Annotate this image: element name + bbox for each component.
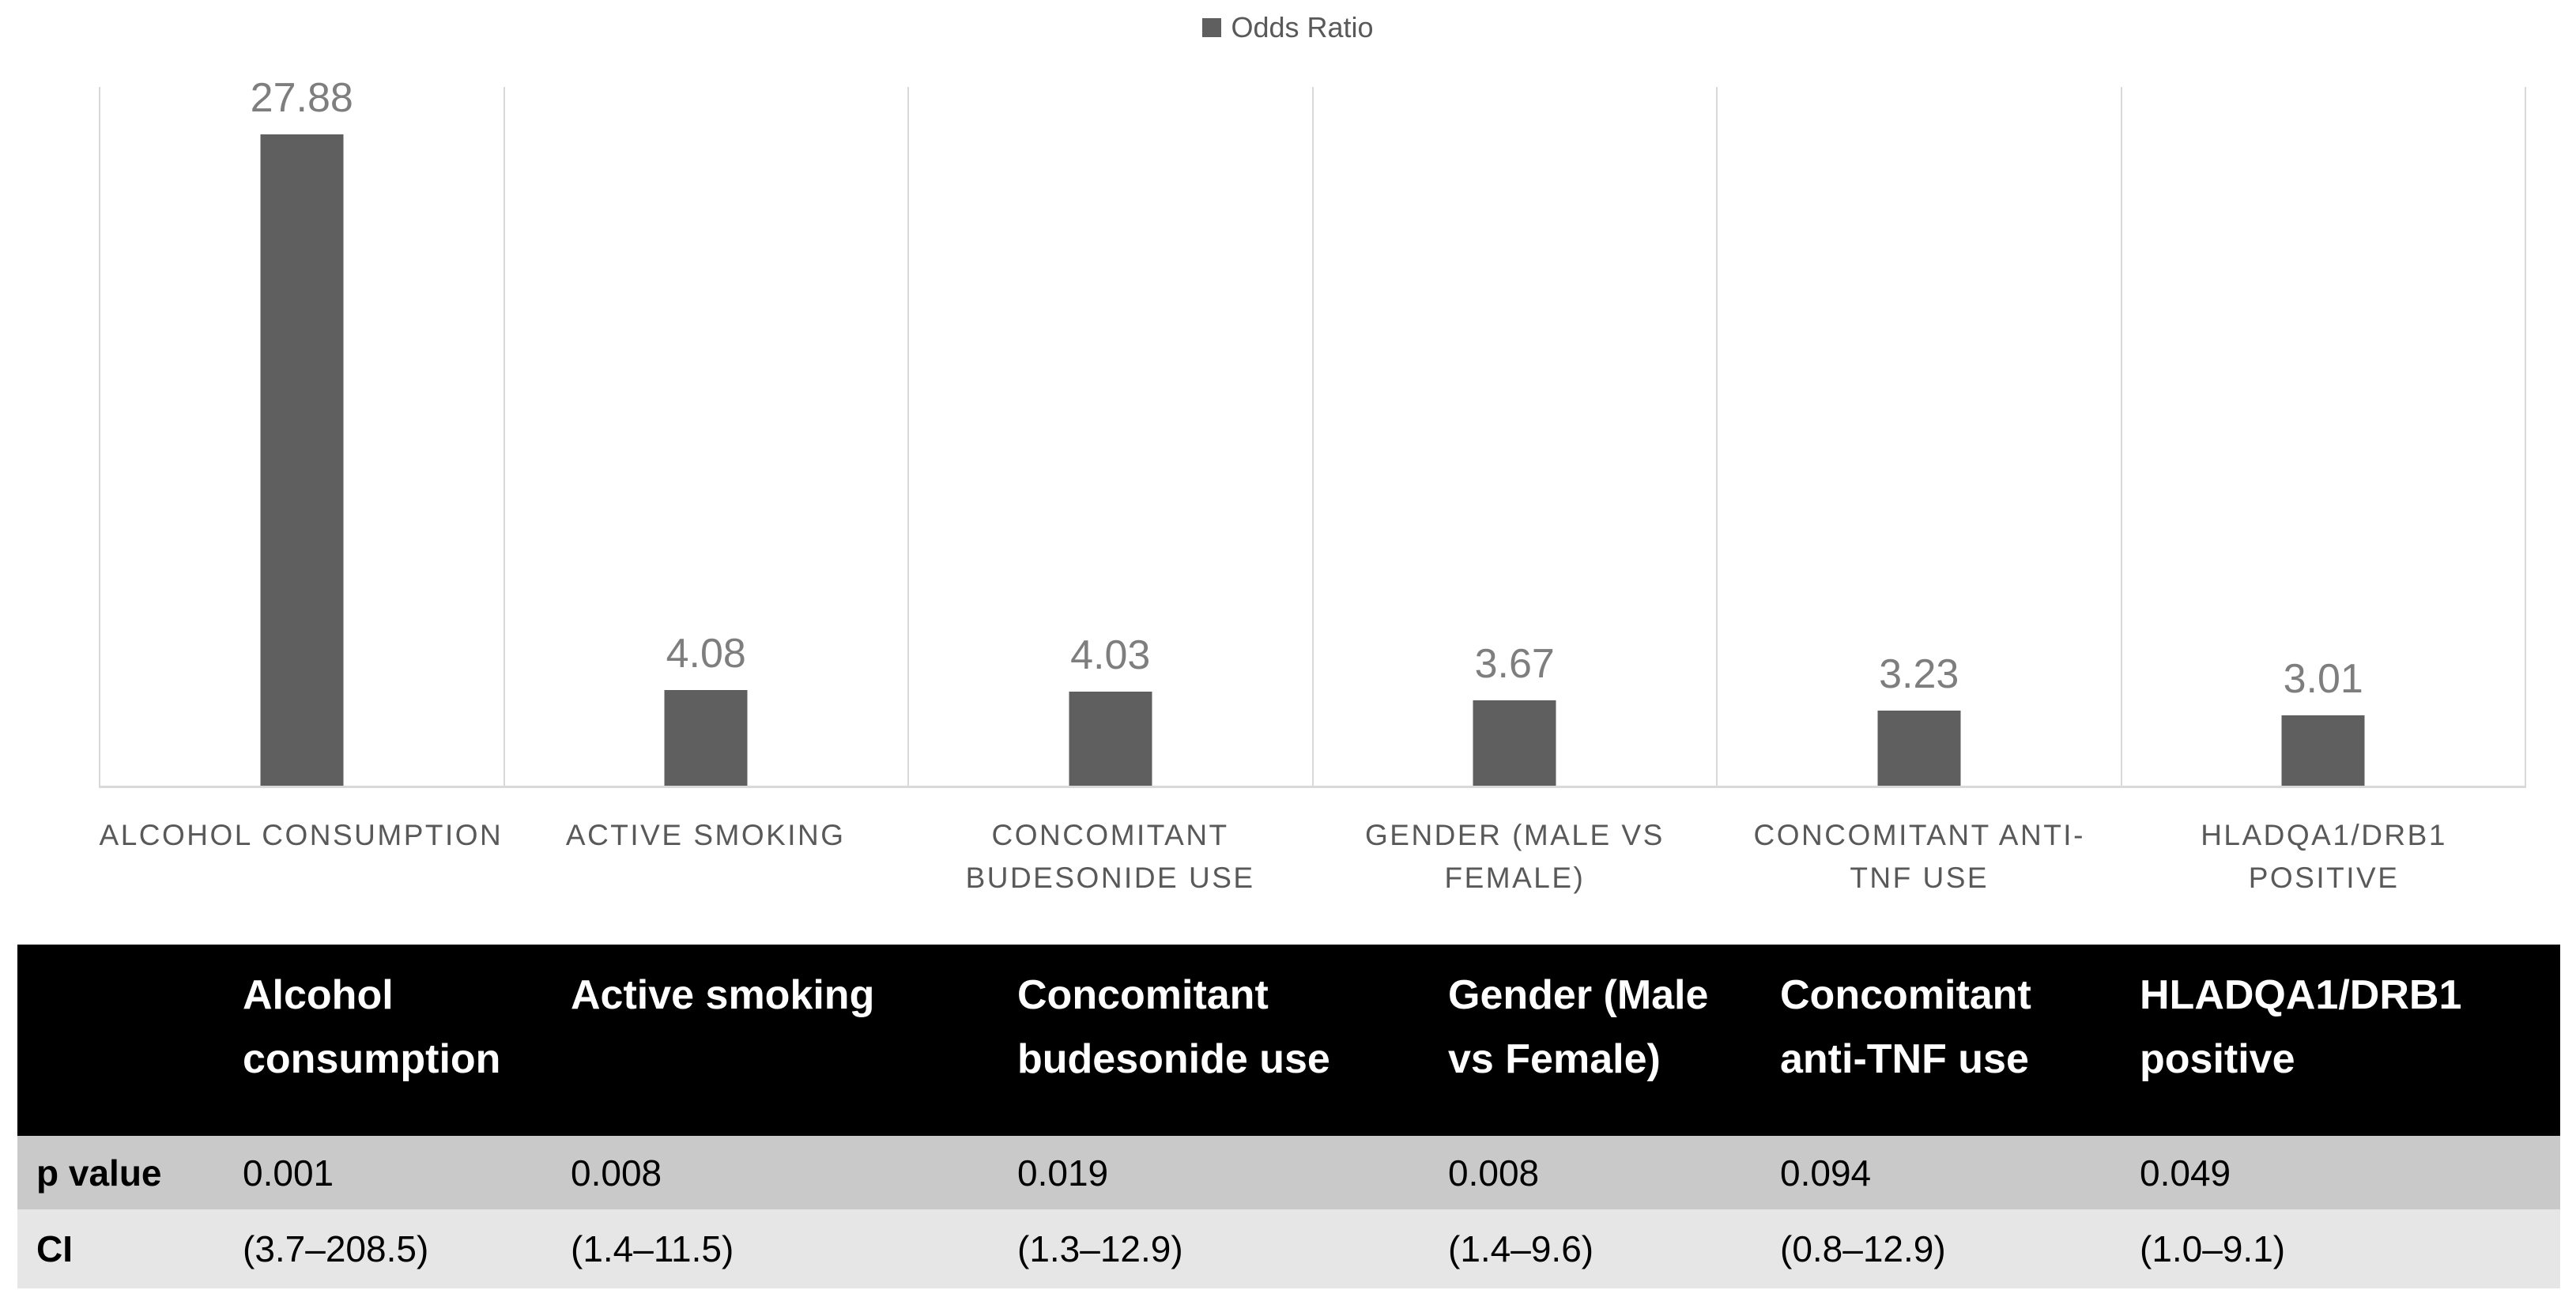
table-cell: (1.3–12.9): [1011, 1209, 1442, 1288]
stats-table: Alcohol consumption Active smoking Conco…: [17, 945, 2560, 1288]
table-cell: (1.4–11.5): [564, 1209, 1011, 1288]
chart-column: 27.88: [99, 75, 504, 786]
row-header: CI: [17, 1209, 236, 1288]
table-cell: (0.8–12.9): [1774, 1209, 2133, 1288]
column-header: Concomitant anti-TNF use: [1774, 945, 2133, 1136]
category-label: HLADQA1/DRB1 POSITIVE: [2201, 819, 2447, 894]
bar-value-label: 3.67: [1474, 640, 1555, 687]
category-label: ALCOHOL CONSUMPTION: [99, 819, 504, 851]
chart-column: 3.23: [1716, 87, 2121, 786]
column-header: Gender (Male vs Female): [1442, 945, 1774, 1136]
column-header: Alcohol consumption: [236, 945, 564, 1136]
table-header-row: Alcohol consumption Active smoking Conco…: [17, 945, 2560, 1136]
column-header: [17, 945, 236, 1136]
category-label: CONCOMITANT BUDESONIDE USE: [965, 819, 1255, 894]
bar-value-label: 27.88: [250, 74, 353, 121]
bar-value-label: 4.03: [1070, 632, 1151, 678]
category-axis: ALCOHOL CONSUMPTION ACTIVE SMOKING CONCO…: [99, 790, 2526, 899]
bar-chart: 27.88 4.08 4.03 3.67 3.23 3.01: [99, 75, 2526, 788]
table-cell: 0.094: [1774, 1136, 2133, 1209]
bar: [664, 690, 748, 786]
table-cell: 0.049: [2133, 1136, 2560, 1209]
chart-column: 4.03: [907, 87, 1312, 786]
bar: [1473, 700, 1556, 786]
table-cell: 0.019: [1011, 1136, 1442, 1209]
bar: [1877, 710, 1961, 786]
bar: [1069, 691, 1152, 786]
column-header: Concomitant budesonide use: [1011, 945, 1442, 1136]
legend-swatch-icon: [1202, 18, 1222, 37]
table-cell: 0.008: [1442, 1136, 1774, 1209]
table-cell: 0.008: [564, 1136, 1011, 1209]
table-row-ci: CI (3.7–208.5) (1.4–11.5) (1.3–12.9) (1.…: [17, 1209, 2560, 1288]
column-header: HLADQA1/DRB1 positive: [2133, 945, 2560, 1136]
bar: [2281, 715, 2365, 786]
chart-column: 3.67: [1311, 87, 1717, 786]
bar-value-label: 3.01: [2283, 656, 2363, 702]
table-cell: (3.7–208.5): [236, 1209, 564, 1288]
bar-value-label: 3.23: [1879, 651, 1959, 697]
bar: [260, 134, 344, 786]
row-header: p value: [17, 1136, 236, 1209]
legend-label: Odds Ratio: [1231, 11, 1374, 43]
category-label: CONCOMITANT ANTI- TNF USE: [1753, 819, 2085, 894]
legend: Odds Ratio: [0, 11, 2576, 44]
table-cell: (1.0–9.1): [2133, 1209, 2560, 1288]
bar-value-label: 4.08: [666, 631, 746, 677]
table-cell: 0.001: [236, 1136, 564, 1209]
category-label: ACTIVE SMOKING: [565, 819, 846, 851]
chart-column: 4.08: [503, 87, 908, 786]
column-header: Active smoking: [564, 945, 1011, 1136]
category-label: GENDER (MALE VS FEMALE): [1365, 819, 1665, 894]
table-row-p-value: p value 0.001 0.008 0.019 0.008 0.094 0.…: [17, 1136, 2560, 1209]
chart-column: 3.01: [2120, 87, 2526, 786]
table-cell: (1.4–9.6): [1442, 1209, 1774, 1288]
